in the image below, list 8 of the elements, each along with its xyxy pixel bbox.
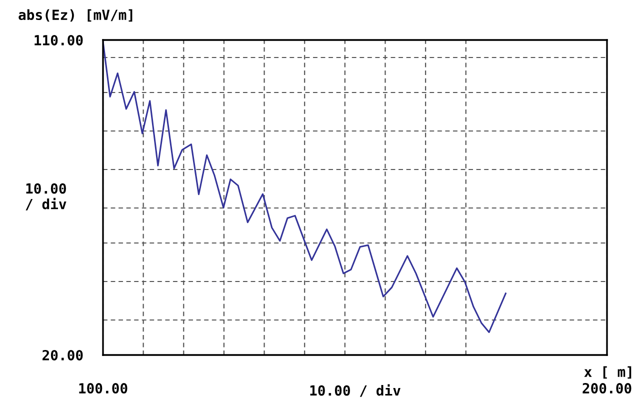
chart-title: abs(Ez) [mV/m]	[18, 9, 132, 22]
text: x [ m]	[584, 366, 632, 379]
x-axis-title: 10.00 / div	[310, 384, 400, 397]
y-tick-label: 110.00	[34, 34, 83, 46]
x-tick-label: 200.00	[582, 383, 632, 394]
y-tick-label: 20.00	[42, 350, 83, 360]
x-tick-label: 100.00	[79, 383, 128, 394]
y-axis-title: 10.00 / div	[26, 183, 66, 210]
